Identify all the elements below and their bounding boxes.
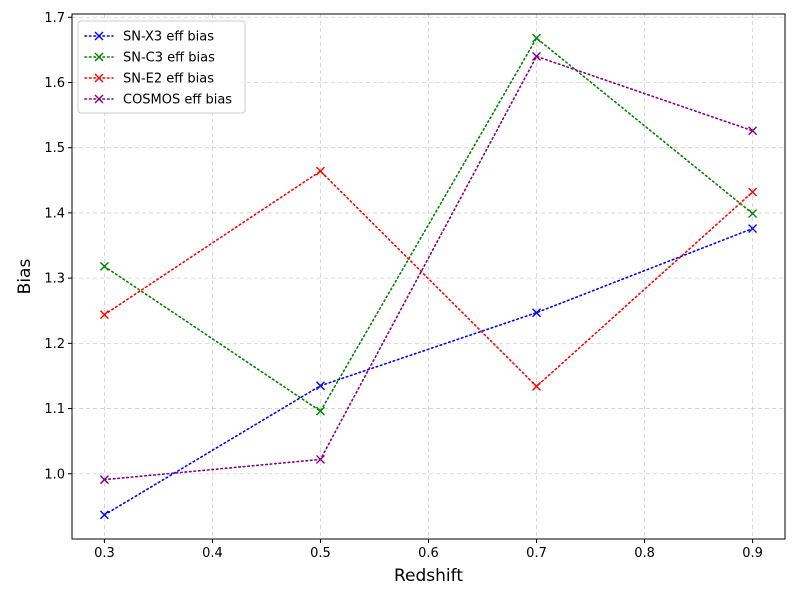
y-tick-label: 1.3 [44, 272, 65, 287]
legend: SN-X3 eff bias SN-C3 eff bias SN-E2 eff bi… [77, 20, 246, 114]
data-point-marker [748, 126, 758, 136]
data-point-marker [99, 310, 109, 320]
data-point-marker [315, 166, 325, 176]
x-tick-label: 0.5 [310, 546, 331, 561]
data-point-marker [99, 510, 109, 520]
y-tick-label: 1.5 [44, 141, 65, 156]
x-tick-label: 0.4 [202, 546, 223, 561]
series-line [103, 36, 754, 413]
legend-label: SN-E2 eff bias [123, 72, 214, 87]
series-0 [99, 224, 758, 520]
series-1 [99, 33, 758, 416]
data-point-marker [532, 51, 542, 61]
data-point-marker [315, 406, 325, 416]
data-point-marker [315, 381, 325, 391]
data-point-marker [748, 224, 758, 234]
y-tick-label: 1.0 [44, 467, 65, 482]
axis-ticks: 0.3 0.4 0.5 0.6 0.7 0.8 0.9 1.0 1.1 1.2 1.3 1.4 1.5 1… [44, 11, 763, 561]
x-tick-label: 0.8 [634, 546, 655, 561]
data-point-marker [532, 381, 542, 391]
legend-item: SN-C3 eff bias [84, 51, 215, 66]
legend-marker [94, 94, 104, 104]
data-point-marker [748, 209, 758, 219]
y-tick-label: 1.2 [44, 337, 65, 352]
series-line [103, 55, 754, 481]
data-point-marker [99, 475, 109, 485]
series-3 [99, 51, 758, 485]
data-point-marker [748, 187, 758, 197]
series-2 [99, 166, 758, 391]
legend-item: SN-E2 eff bias [84, 72, 214, 87]
data-point-marker [315, 454, 325, 464]
y-tick-label: 1.7 [44, 11, 65, 26]
legend-marker [94, 73, 104, 83]
y-tick-label: 1.4 [44, 206, 65, 221]
x-tick-label: 0.7 [526, 546, 547, 561]
legend-item: COSMOS eff bias [84, 93, 232, 108]
y-axis-title: Bias [15, 259, 35, 295]
data-point-marker [532, 33, 542, 43]
y-tick-label: 1.6 [44, 76, 65, 91]
legend-label: SN-X3 eff bias [123, 30, 214, 45]
y-tick-label: 1.1 [44, 402, 65, 417]
series-layer [99, 33, 758, 520]
legend-marker [94, 52, 104, 62]
data-point-marker [99, 261, 109, 271]
x-tick-label: 0.6 [418, 546, 439, 561]
series-line [103, 227, 754, 516]
data-point-marker [532, 308, 542, 318]
legend-label: SN-C3 eff bias [123, 51, 215, 66]
x-axis-title: Redshift [394, 566, 463, 586]
legend-label: COSMOS eff bias [123, 93, 232, 108]
x-tick-label: 0.9 [742, 546, 763, 561]
x-tick-label: 0.3 [94, 546, 115, 561]
legend-box [77, 20, 246, 114]
legend-item: SN-X3 eff bias [84, 30, 214, 45]
legend-marker [94, 31, 104, 41]
